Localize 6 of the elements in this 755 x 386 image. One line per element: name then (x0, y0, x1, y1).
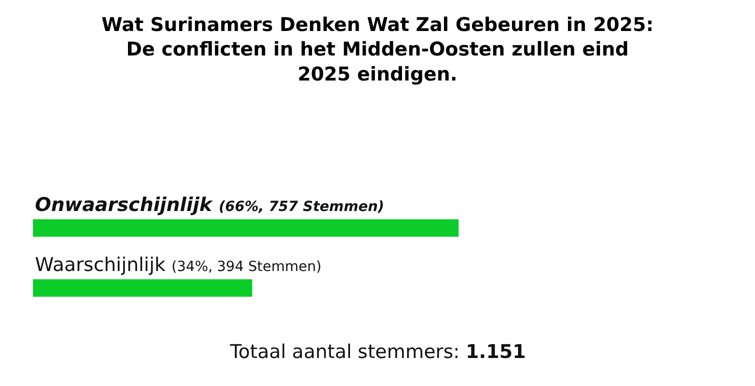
chart-title: Wat Surinamers Denken Wat Zal Gebeuren in 2025: De conflicten in het Midden-Oosten zullen eind 2025 eindigen. (101, 14, 654, 86)
text: Totaal aantal stemmers: 1.151 (229, 341, 526, 363)
y-tick-label: Waarschijnlijk (35, 254, 166, 276)
y-tick-label: Onwaarschijnlijk (35, 194, 212, 216)
data-label: (66%, 757 Stemmen) (218, 199, 384, 215)
data-label: (34%, 394 Stemmen) (172, 259, 322, 275)
